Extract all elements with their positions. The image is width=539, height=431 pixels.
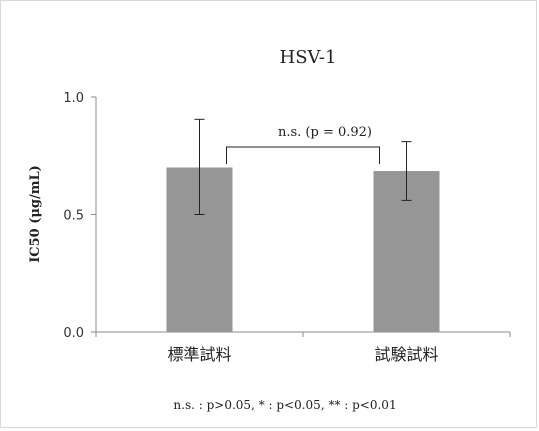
chart-title: HSV-1 <box>280 47 337 68</box>
y-ticks: 0.0 0.5 1.0 <box>63 91 511 341</box>
x-tick-label: 試験試料 <box>374 345 438 364</box>
bars <box>166 167 440 332</box>
footnote: n.s. : p>0.05, * : p<0.05, ** : p<0.01 <box>173 398 396 412</box>
y-axis-label: IC50 (μg/mL) <box>28 165 43 263</box>
x-tick-labels: 標準試料 試験試料 <box>167 345 438 364</box>
significance-bracket <box>226 146 380 164</box>
significance-annotation: n.s. (p = 0.92) <box>226 125 380 164</box>
x-tick-label: 標準試料 <box>167 345 231 364</box>
y-tick-label: 1.0 <box>63 91 84 106</box>
significance-label: n.s. (p = 0.92) <box>278 125 372 140</box>
y-tick-label: 0.0 <box>63 326 84 341</box>
y-tick-label: 0.5 <box>63 209 84 224</box>
error-bars <box>194 118 412 215</box>
